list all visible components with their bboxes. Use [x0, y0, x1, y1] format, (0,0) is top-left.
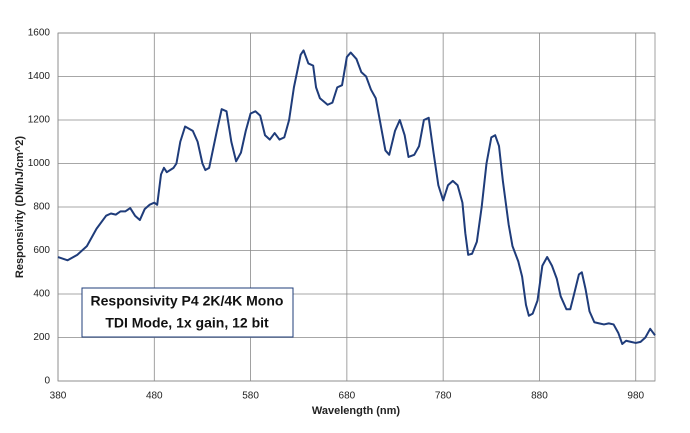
y-tick-label: 1200 — [28, 115, 51, 126]
y-axis-title: Responsivity (DN/nJ/cm^2) — [14, 136, 26, 278]
plot-border — [57, 32, 656, 382]
y-tick-label: 0 — [44, 376, 50, 387]
y-tick-label: 1000 — [28, 158, 51, 169]
y-tick-label: 400 — [33, 289, 50, 300]
y-tick-label: 1600 — [28, 28, 51, 39]
y-tick-label: 600 — [33, 245, 50, 256]
x-tick-label: 480 — [146, 391, 163, 402]
x-axis-title: Wavelength (nm) — [312, 405, 401, 417]
x-tick-label: 880 — [531, 391, 548, 402]
annotation: TDI Mode, 1x gain, 12 bit — [105, 315, 269, 331]
x-tick-label: 980 — [627, 391, 644, 402]
annotation-box — [81, 287, 294, 338]
x-tick-label: 580 — [242, 391, 259, 402]
line — [57, 49, 656, 346]
y-tick-label: 200 — [33, 332, 50, 343]
y-tick-label: 800 — [33, 202, 50, 213]
x-tick-label: 680 — [339, 391, 356, 402]
annotation: Responsivity P4 2K/4K Mono — [91, 293, 284, 309]
x-tick-label: 780 — [435, 391, 452, 402]
y-tick-label: 1400 — [28, 71, 51, 82]
x-tick-label: 380 — [50, 391, 67, 402]
